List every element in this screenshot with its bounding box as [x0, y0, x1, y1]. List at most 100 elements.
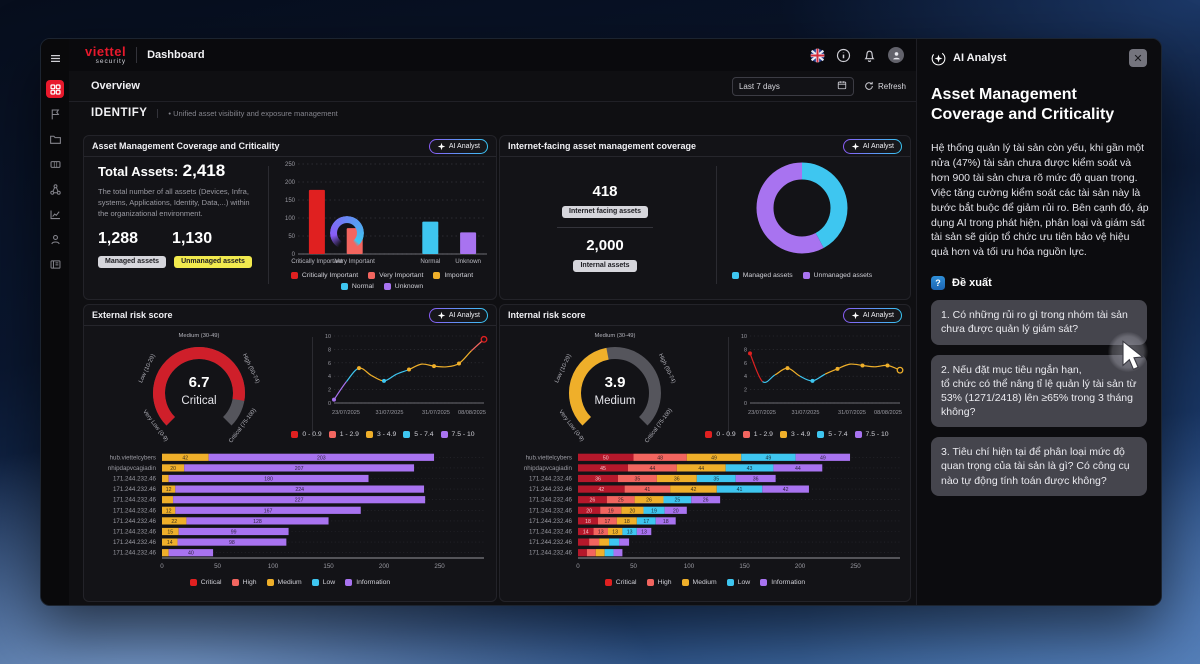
legend-swatch	[345, 579, 353, 586]
svg-text:171.244.232.46: 171.244.232.46	[113, 539, 157, 546]
legend-item[interactable]: High	[231, 579, 257, 586]
svg-text:10: 10	[741, 334, 747, 340]
legend-item[interactable]: 5 - 7.4	[403, 431, 434, 438]
svg-text:nhipdapvcagiadin: nhipdapvcagiadin	[524, 465, 573, 472]
legend-item[interactable]: 1 - 2.9	[328, 431, 359, 438]
date-range-picker[interactable]: Last 7 days	[731, 76, 854, 96]
menu-icon[interactable]	[46, 49, 64, 67]
legend-item[interactable]: Unmanaged assets	[802, 272, 872, 279]
legend-item[interactable]: 0 - 0.9	[291, 431, 322, 438]
legend-label: Critical	[200, 579, 222, 586]
svg-text:35: 35	[713, 477, 719, 483]
legend-item[interactable]: 7.5 - 10	[440, 431, 475, 438]
legend-label: 7.5 - 10	[865, 431, 889, 438]
ai-analyst-button[interactable]: AI Analyst	[843, 308, 902, 323]
reports-icon[interactable]	[46, 255, 64, 273]
legend-label: Information	[771, 579, 806, 586]
legend-item[interactable]: Information	[760, 579, 805, 586]
brand-logo: viettel security	[85, 45, 126, 66]
svg-text:Medium (30-49): Medium (30-49)	[179, 333, 220, 339]
legend-item[interactable]: Medium	[266, 579, 302, 586]
legend-item[interactable]: 1 - 2.9	[742, 431, 773, 438]
legend-item[interactable]: Managed assets	[731, 272, 793, 279]
legend-item[interactable]: 3 - 4.9	[779, 431, 811, 438]
bell-icon[interactable]	[862, 48, 877, 63]
legend-item[interactable]: Normal	[340, 283, 374, 290]
legend-item[interactable]: Unknown	[383, 283, 423, 290]
ai-analyst-panel: AI Analyst ✕ Asset Management Coverage a…	[916, 39, 1161, 605]
legend-label: 1 - 2.9	[339, 431, 359, 438]
svg-text:250: 250	[434, 563, 445, 570]
legend-item[interactable]: Critical	[604, 579, 637, 586]
topology-icon[interactable]	[46, 180, 64, 198]
user-icon[interactable]	[46, 230, 64, 248]
svg-text:hub.viettelcybers: hub.viettelcybers	[526, 454, 572, 461]
inventory-icon[interactable]	[46, 155, 64, 173]
refresh-button[interactable]: Refresh	[864, 81, 906, 91]
legend-item[interactable]: 3 - 4.9	[365, 431, 396, 438]
legend-item[interactable]: Information	[345, 579, 390, 586]
svg-text:18: 18	[663, 519, 669, 525]
svg-text:0: 0	[744, 401, 747, 407]
flag-icon[interactable]	[46, 105, 64, 123]
language-flag-icon[interactable]	[810, 48, 825, 63]
legend-label: Critical	[615, 579, 637, 586]
svg-text:14: 14	[583, 530, 589, 536]
app-window: viettel security Dashboard	[40, 38, 1162, 606]
svg-text:167: 167	[264, 508, 273, 514]
legend-item[interactable]: 0 - 0.9	[705, 431, 736, 438]
overview-title: Overview	[91, 80, 140, 92]
svg-text:36: 36	[595, 477, 601, 483]
legend-item[interactable]: Important	[433, 272, 473, 279]
legend-label: Low	[322, 579, 336, 586]
ai-panel-heading: Asset Management Coverage and Criticalit…	[931, 86, 1115, 123]
close-icon[interactable]: ✕	[1129, 49, 1147, 67]
legend-label: 0 - 0.9	[716, 431, 736, 438]
legend-item[interactable]: 7.5 - 10	[854, 431, 889, 438]
total-assets-value: 2,418	[182, 161, 226, 180]
svg-text:18: 18	[585, 519, 591, 525]
svg-text:171.244.232.46: 171.244.232.46	[113, 529, 157, 536]
folder-icon[interactable]	[46, 130, 64, 148]
legend-item[interactable]: Critically Important	[290, 272, 358, 279]
legend-swatch	[383, 283, 391, 290]
svg-text:18: 18	[624, 519, 630, 525]
coverage-legend: Managed assets Unmanaged assets	[696, 272, 908, 279]
legend-label: 3 - 4.9	[790, 431, 811, 438]
svg-text:20: 20	[586, 508, 592, 514]
ai-analyst-button[interactable]: AI Analyst	[843, 139, 902, 154]
ai-analyst-button[interactable]: AI Analyst	[429, 139, 488, 154]
svg-text:45: 45	[600, 466, 606, 472]
legend-item[interactable]: Low	[311, 579, 336, 586]
svg-text:36: 36	[674, 477, 680, 483]
svg-text:Very Important: Very Important	[335, 258, 376, 265]
svg-text:19: 19	[651, 508, 657, 514]
svg-text:Normal: Normal	[420, 258, 440, 265]
dashboard-icon[interactable]	[46, 80, 64, 98]
svg-text:4: 4	[328, 374, 331, 380]
svg-text:10: 10	[325, 334, 331, 340]
avatar[interactable]	[888, 47, 904, 63]
severity-legend: Critical High Medium Low Information	[84, 579, 496, 586]
legend-item[interactable]: Low	[726, 579, 750, 586]
svg-text:8: 8	[744, 347, 747, 353]
suggestion-card[interactable]: 1. Có những rủi ro gì trong nhóm tài sản…	[931, 300, 1147, 345]
info-icon[interactable]	[836, 48, 851, 63]
legend-item[interactable]: 5 - 7.4	[817, 431, 848, 438]
legend-item[interactable]: Very Important	[368, 272, 423, 279]
suggestion-card[interactable]: 2. Nếu đặt mục tiêu ngắn hạn, tổ chức có…	[931, 354, 1147, 428]
svg-text:2: 2	[744, 388, 747, 394]
legend-swatch	[817, 431, 825, 438]
internal-risk-trend-chart: 0 2 4 6 8 10 23/07/2025 31/07/2025 31/07/2025 08/…	[736, 331, 906, 427]
legend-label: 1 - 2.9	[753, 431, 773, 438]
svg-text:Low (10-29): Low (10-29)	[554, 353, 573, 384]
ai-analyst-button[interactable]: AI Analyst	[429, 308, 488, 323]
analytics-icon[interactable]	[46, 205, 64, 223]
legend-item[interactable]: Critical	[189, 579, 222, 586]
svg-text:40: 40	[188, 551, 194, 557]
legend-swatch	[433, 272, 441, 279]
divider	[728, 337, 729, 437]
legend-item[interactable]: High	[646, 579, 672, 586]
legend-item[interactable]: Medium	[681, 579, 717, 586]
suggestion-card[interactable]: 3. Tiêu chí hiện tại để phân loại mức độ…	[931, 437, 1147, 496]
